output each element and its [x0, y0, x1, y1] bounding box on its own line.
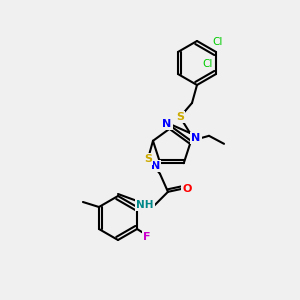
Text: N: N [151, 161, 160, 171]
Text: N: N [191, 133, 201, 143]
Text: S: S [144, 154, 152, 164]
Text: N: N [162, 119, 172, 129]
Text: S: S [176, 112, 184, 122]
Text: Cl: Cl [203, 59, 213, 69]
Text: O: O [182, 184, 192, 194]
Text: F: F [143, 232, 151, 242]
Text: NH: NH [136, 200, 154, 210]
Text: Cl: Cl [213, 37, 223, 47]
